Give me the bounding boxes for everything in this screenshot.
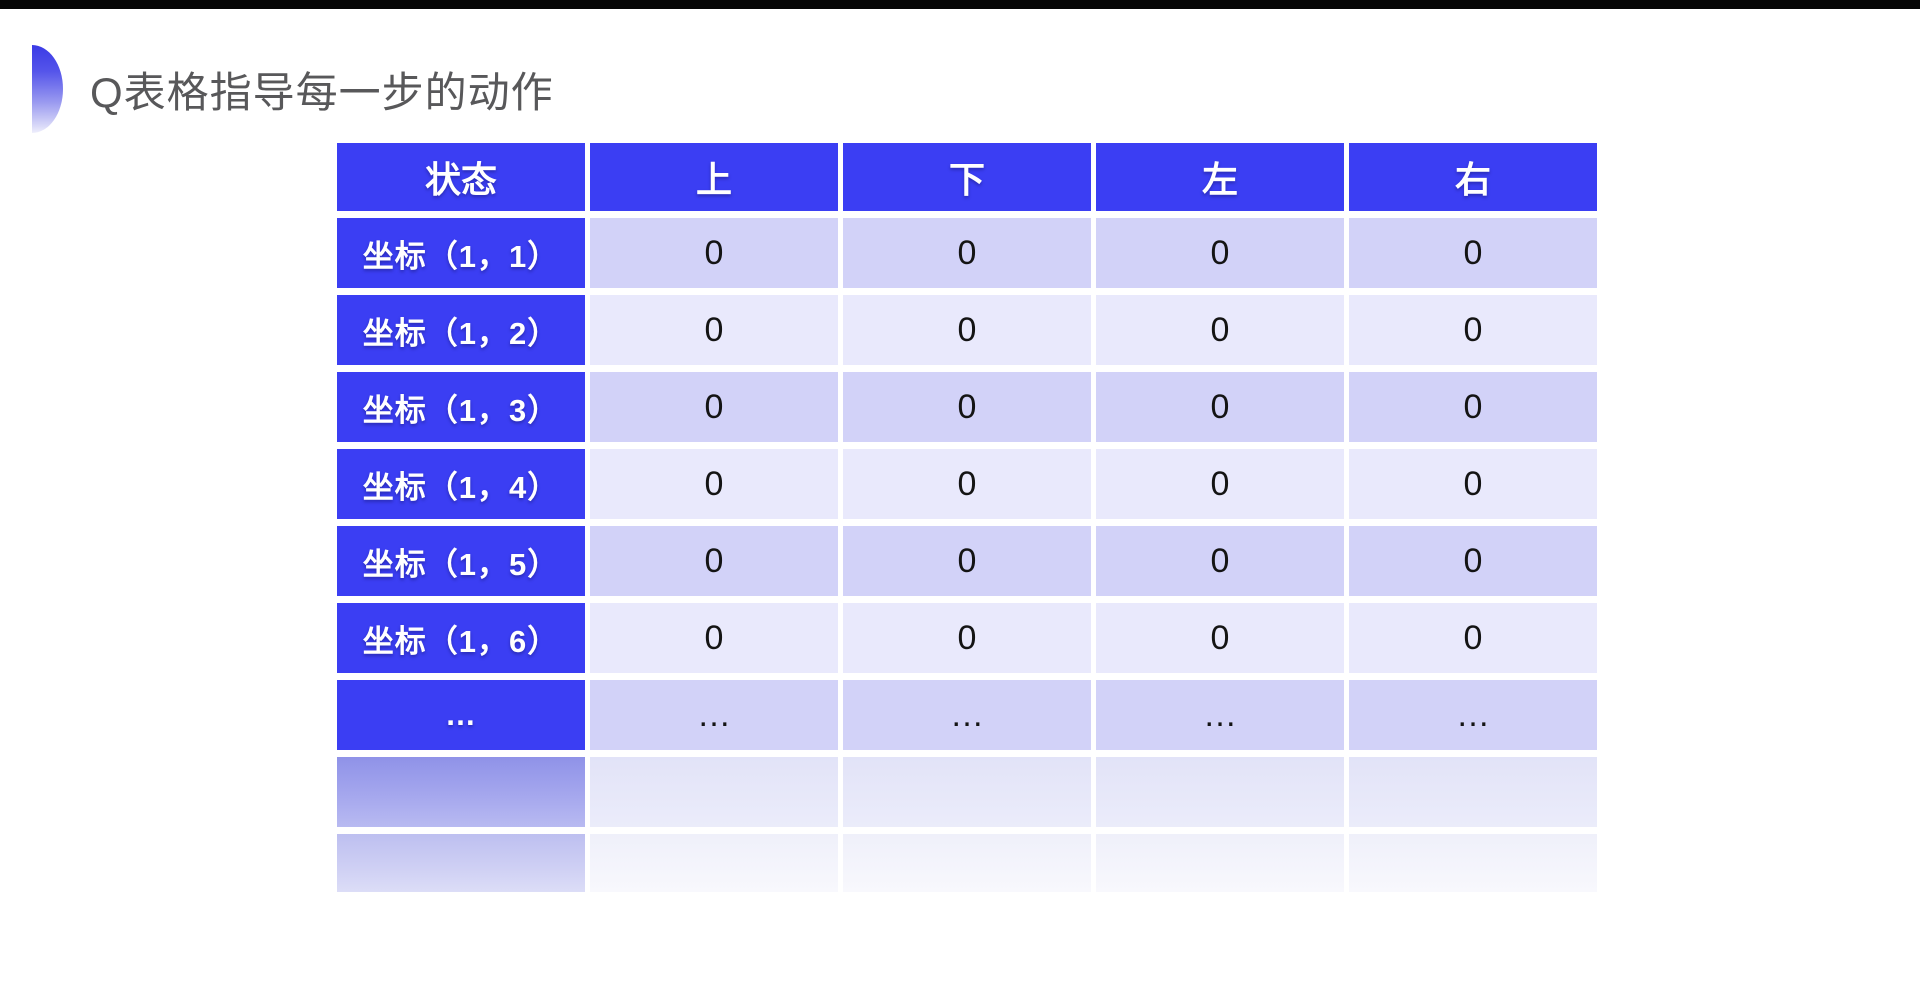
- table-row-state: 坐标（1，4）: [337, 449, 585, 519]
- reflection-cell: [337, 834, 585, 892]
- table-cell: 0: [1349, 372, 1597, 442]
- reflection-cell: [590, 834, 838, 892]
- table-cell-ellipsis: …: [1349, 680, 1597, 750]
- table-header-down: 下: [843, 143, 1091, 211]
- table-cell: 0: [1349, 449, 1597, 519]
- table-cell-ellipsis: …: [843, 680, 1091, 750]
- table-row-state-ellipsis: …: [337, 680, 585, 750]
- table-cell: 0: [843, 526, 1091, 596]
- table-cell: 0: [590, 372, 838, 442]
- reflection-cell: [1349, 757, 1597, 827]
- reflection-cell: [1349, 834, 1597, 892]
- reflection-cell: [337, 757, 585, 827]
- table-cell: 0: [843, 218, 1091, 288]
- slide-title-block: Q表格指导每一步的动作: [32, 45, 554, 133]
- table-cell: 0: [1096, 449, 1344, 519]
- table-cell: 0: [590, 295, 838, 365]
- table-cell: 0: [1096, 526, 1344, 596]
- table-cell: 0: [1096, 372, 1344, 442]
- reflection-cell: [843, 834, 1091, 892]
- table-header-left: 左: [1096, 143, 1344, 211]
- table-cell: 0: [1096, 295, 1344, 365]
- table-cell: 0: [843, 449, 1091, 519]
- q-table: 状态 上 下 左 右 坐标（1，1） 0 0 0 0 坐标（1，2） 0 0 0…: [337, 143, 1597, 892]
- table-row-state: 坐标（1，3）: [337, 372, 585, 442]
- table-cell: 0: [1349, 603, 1597, 673]
- table-cell: 0: [1096, 218, 1344, 288]
- table-row-state: 坐标（1，2）: [337, 295, 585, 365]
- table-row-state: 坐标（1，5）: [337, 526, 585, 596]
- table-cell: 0: [843, 295, 1091, 365]
- table-header-state: 状态: [337, 143, 585, 211]
- table-cell: 0: [590, 218, 838, 288]
- table-cell: 0: [843, 372, 1091, 442]
- table-cell: 0: [1096, 603, 1344, 673]
- table-cell: 0: [1349, 526, 1597, 596]
- top-letterbox-bar: [0, 0, 1920, 9]
- table-header-right: 右: [1349, 143, 1597, 211]
- table-cell-ellipsis: …: [1096, 680, 1344, 750]
- table-cell: 0: [843, 603, 1091, 673]
- table-header-up: 上: [590, 143, 838, 211]
- reflection-cell: [843, 757, 1091, 827]
- table-cell: 0: [590, 526, 838, 596]
- page-title: Q表格指导每一步的动作: [90, 68, 554, 116]
- reflection-cell: [590, 757, 838, 827]
- reflection-cell: [1096, 757, 1344, 827]
- reflection-cell: [1096, 834, 1344, 892]
- table-cell: 0: [1349, 218, 1597, 288]
- table-cell-ellipsis: …: [590, 680, 838, 750]
- title-bullet-halfcircle-icon: [32, 45, 63, 133]
- table-row-state: 坐标（1，1）: [337, 218, 585, 288]
- table-cell: 0: [590, 449, 838, 519]
- table-row-state: 坐标（1，6）: [337, 603, 585, 673]
- table-cell: 0: [590, 603, 838, 673]
- table-cell: 0: [1349, 295, 1597, 365]
